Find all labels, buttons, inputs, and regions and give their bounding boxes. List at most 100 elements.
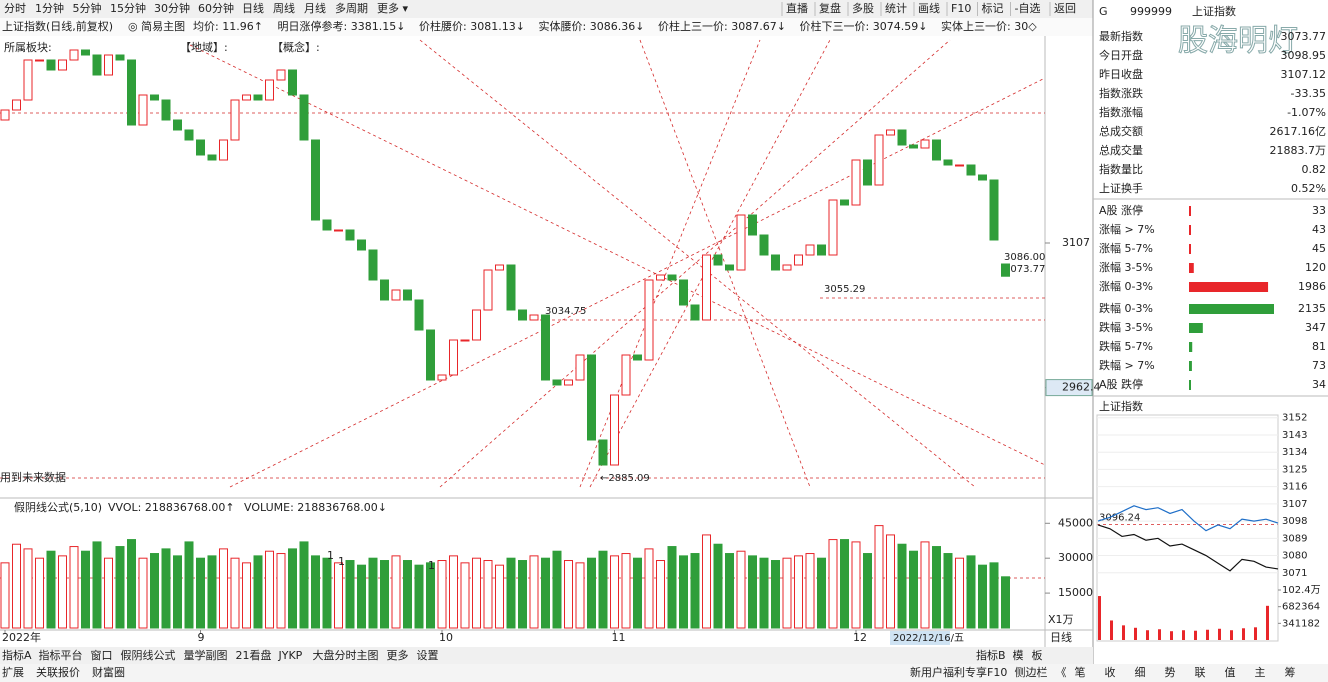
candle-body <box>288 69 297 96</box>
period-tab[interactable]: 周线 <box>273 1 295 15</box>
candle-body <box>115 54 125 61</box>
candle-body <box>437 374 447 381</box>
volume-bar <box>368 557 378 629</box>
tab[interactable]: 更多 <box>387 648 409 662</box>
volume-bar <box>932 546 941 629</box>
quote-value: 0.82 <box>1302 163 1327 176</box>
footer-bar <box>0 664 1328 682</box>
volume-bar <box>81 550 90 629</box>
quote-label: 昨日收盘 <box>1099 67 1143 81</box>
tool-button[interactable]: 直播 <box>786 1 808 15</box>
sector-label: 所属板块: <box>4 40 52 54</box>
info-item: 实体腰价: 3086.36↓ <box>539 19 645 33</box>
volume-bar <box>253 555 263 629</box>
y-tick-label: 102.4万 <box>1282 585 1321 596</box>
volume-bar <box>598 550 608 629</box>
footer-item[interactable]: 联 <box>1195 666 1206 679</box>
period-tab[interactable]: 日线 <box>242 1 264 15</box>
period-tab[interactable]: 多周期 <box>335 1 368 15</box>
footer-item[interactable]: 筹 <box>1285 665 1296 679</box>
candle-body <box>35 59 44 62</box>
period-tab[interactable]: 5分钟 <box>73 1 102 15</box>
volume-bar <box>529 555 539 629</box>
tab[interactable]: 量学副图 <box>184 648 228 662</box>
footer-item[interactable]: 细 <box>1135 666 1146 679</box>
annotation: 3073.77 <box>1004 264 1045 275</box>
footer-item[interactable]: 《 <box>1056 666 1067 679</box>
mini-volume-bar <box>1182 630 1185 640</box>
volume-bar <box>426 562 435 629</box>
tool-button[interactable]: -自选 <box>1015 2 1041 15</box>
footer-item[interactable]: 财富圈 <box>92 665 125 679</box>
candle-body <box>368 249 378 281</box>
mini-volume-bar <box>1218 628 1221 640</box>
tab[interactable]: 21看盘 <box>236 648 272 662</box>
volume-bar <box>794 555 803 629</box>
footer-item[interactable]: 关联报价 <box>36 665 80 679</box>
footer-item[interactable]: 新用户福利专享F10 <box>910 665 1007 679</box>
tab[interactable]: 指标B <box>976 648 1006 662</box>
info-item: 价柱上三一价: 3087.67↓ <box>658 19 786 33</box>
breadth-count: 73 <box>1312 359 1326 372</box>
candle-body <box>92 54 102 76</box>
volume-bar <box>840 539 849 629</box>
tool-button[interactable]: 画线 <box>918 1 940 15</box>
tool-button[interactable]: 复盘 <box>819 1 841 15</box>
period-tab[interactable]: 30分钟 <box>154 1 190 15</box>
candle-body <box>943 159 953 166</box>
volume-mark: 1 <box>338 555 345 568</box>
breadth-bar <box>1189 304 1274 314</box>
volume-bar <box>886 534 895 629</box>
tab[interactable]: 假阴线公式 <box>121 648 176 662</box>
breadth-label: 涨幅 5-7% <box>1099 242 1153 255</box>
period-tab[interactable]: 月线 <box>304 1 326 15</box>
footer-item[interactable]: 主 <box>1255 666 1266 679</box>
tool-button[interactable]: 多股 <box>852 1 874 15</box>
candle-body <box>828 199 838 256</box>
tool-button[interactable]: 标记 <box>982 1 1004 15</box>
annotation: 3034.75 <box>545 306 586 317</box>
tool-button[interactable]: 返回 <box>1054 2 1076 15</box>
volume-bar <box>541 557 550 629</box>
candle-body <box>794 254 803 266</box>
y-tick-label: 2962.4 <box>1062 381 1101 394</box>
tab[interactable]: 设置 <box>417 649 439 662</box>
tab[interactable]: 指标平台 <box>39 648 83 662</box>
tab[interactable]: 大盘分时主图 <box>313 648 379 662</box>
tab[interactable]: 窗口 <box>91 648 113 662</box>
period-tab[interactable]: 分时 <box>4 2 26 15</box>
candle-body <box>598 439 608 466</box>
volume-bar <box>391 555 401 629</box>
volume-bar <box>150 553 159 629</box>
footer-item[interactable]: 扩展 <box>2 665 24 679</box>
footer-item[interactable]: 笔 <box>1075 665 1086 679</box>
candle-body <box>817 244 826 256</box>
candle-body <box>242 94 251 101</box>
quote-code: 999999 <box>1130 5 1172 18</box>
candle-body <box>357 239 366 251</box>
candle-body <box>840 199 849 206</box>
footer-item[interactable]: 值 <box>1225 666 1236 679</box>
candle-body <box>81 49 90 56</box>
tab[interactable]: 板 <box>1032 648 1043 662</box>
volume-bar <box>92 541 102 629</box>
period-tab[interactable]: 15分钟 <box>110 1 146 15</box>
footer-item[interactable]: 收 <box>1105 665 1116 679</box>
candle-body <box>345 229 355 241</box>
volume-bar <box>322 557 332 629</box>
tool-button[interactable]: F10 <box>951 2 971 15</box>
tab[interactable]: 模 <box>1013 649 1024 662</box>
tab[interactable]: 指标A <box>2 648 32 662</box>
period-tab[interactable]: 60分钟 <box>198 1 234 15</box>
volume-bar <box>299 541 309 629</box>
tab[interactable]: JYKP <box>278 649 303 662</box>
mini-volume-bar <box>1170 631 1173 640</box>
candle-body <box>426 329 435 381</box>
tool-button[interactable]: 统计 <box>885 2 907 15</box>
period-tab[interactable]: 1分钟 <box>35 1 64 15</box>
footer-item[interactable]: 侧边栏 <box>1015 665 1048 679</box>
volume-bar <box>552 550 562 629</box>
x-tick-label: 9 <box>198 631 205 644</box>
period-tab[interactable]: 更多 ▾ <box>377 1 408 15</box>
footer-item[interactable]: 势 <box>1165 666 1176 679</box>
